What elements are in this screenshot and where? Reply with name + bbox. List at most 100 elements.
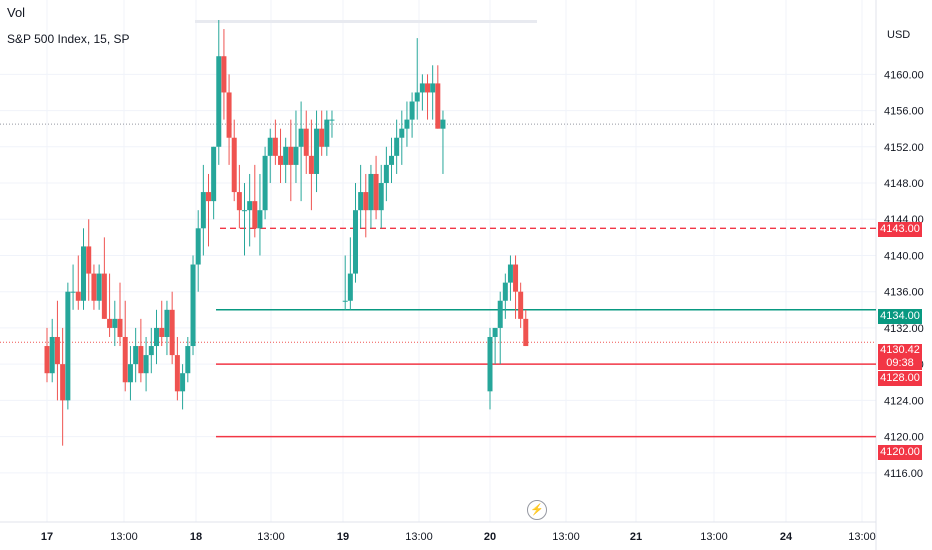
candle-body xyxy=(44,346,50,374)
x-tick-label: 20 xyxy=(484,531,496,543)
candle-body xyxy=(342,300,348,302)
candle-body xyxy=(190,264,196,347)
last-price-box: 4130.42 09:38 xyxy=(878,344,922,370)
candle-body xyxy=(242,210,248,212)
level-label-4128: 4128.00 xyxy=(878,371,922,386)
candle-body xyxy=(122,336,128,383)
candle-body xyxy=(383,164,389,184)
candle-body xyxy=(298,128,304,147)
candle-body xyxy=(112,318,118,328)
candle-body xyxy=(518,291,524,319)
y-tick-label: 4160.00 xyxy=(884,69,924,81)
y-tick-label: 4132.00 xyxy=(884,323,924,335)
candle-body xyxy=(394,137,400,156)
candle-body xyxy=(324,119,330,147)
candle-body xyxy=(231,137,237,193)
candle-body xyxy=(221,56,227,93)
candle-body xyxy=(497,300,503,328)
candle-body xyxy=(65,291,71,401)
x-tick-label: 24 xyxy=(780,531,793,543)
candle-body xyxy=(419,83,425,93)
candle-body xyxy=(487,336,493,392)
symbol-label: S&P 500 Index, 15, SP xyxy=(7,32,130,46)
candle-body xyxy=(49,336,55,374)
candle-body xyxy=(247,201,253,211)
candle-body xyxy=(127,364,133,383)
candle-body xyxy=(195,228,201,265)
candle-body xyxy=(314,128,320,174)
candle-body xyxy=(283,146,289,165)
candle-body xyxy=(81,246,87,301)
x-tick-label: 13:00 xyxy=(257,531,285,543)
y-tick-label: 4156.00 xyxy=(884,106,924,118)
candle-body xyxy=(216,56,222,147)
candle-body xyxy=(440,119,446,129)
candle-body xyxy=(288,146,294,165)
candle-body xyxy=(358,192,364,211)
candle-body xyxy=(278,155,284,165)
y-tick-label: 4148.00 xyxy=(884,178,924,190)
x-tick-label: 13:00 xyxy=(700,531,728,543)
candle-body xyxy=(86,246,92,274)
candle-body xyxy=(502,282,508,301)
candle-body xyxy=(368,173,374,211)
candle-body xyxy=(425,83,431,93)
x-tick-label: 13:00 xyxy=(848,531,876,543)
candle-body xyxy=(272,137,278,156)
candle-body xyxy=(347,273,353,301)
candle-body xyxy=(319,128,325,147)
x-tick-label: 13:00 xyxy=(552,531,580,543)
last-price: 4130.42 xyxy=(880,344,920,356)
candle-body xyxy=(293,146,299,165)
candle-body xyxy=(60,364,66,401)
candle-body xyxy=(262,155,268,211)
candle-body xyxy=(148,346,154,356)
candle-body xyxy=(107,318,113,328)
candle-body xyxy=(101,273,107,319)
x-tick-label: 17 xyxy=(41,531,53,543)
candle-body xyxy=(352,210,358,274)
candle-body xyxy=(117,318,123,337)
candle-body xyxy=(329,119,335,121)
candle-body xyxy=(373,173,379,211)
level-label-4120: 4120.00 xyxy=(878,445,922,460)
candle-body xyxy=(138,346,144,374)
y-tick-label: 4116.00 xyxy=(884,468,923,480)
volume-label: Vol xyxy=(7,5,26,20)
candle-body xyxy=(185,346,191,374)
candle-body xyxy=(399,128,405,138)
candle-body xyxy=(523,318,529,347)
candle-body xyxy=(159,327,165,337)
y-tick-label: 4120.00 xyxy=(884,432,924,444)
candle-body xyxy=(267,137,273,156)
candle-body xyxy=(252,201,258,229)
candle-body xyxy=(205,192,211,202)
candle-body xyxy=(303,128,309,156)
candle-body xyxy=(174,355,180,392)
candle-body xyxy=(96,273,102,301)
candle-body xyxy=(414,92,420,102)
y-tick-label: 4152.00 xyxy=(884,142,924,154)
candle-body xyxy=(211,146,217,202)
x-tick-label: 21 xyxy=(630,531,642,543)
candle-body xyxy=(409,101,415,120)
x-tick-label: 18 xyxy=(190,531,202,543)
y-tick-label: 4136.00 xyxy=(884,287,924,299)
level-label-4143: 4143.00 xyxy=(878,222,922,237)
candle-body xyxy=(492,327,498,337)
candle-body xyxy=(435,83,441,129)
lightning-icon[interactable]: ⚡ xyxy=(527,500,547,520)
candle-body xyxy=(169,309,175,356)
candle-body xyxy=(363,192,369,211)
candle-body xyxy=(133,346,139,365)
candle-body xyxy=(143,355,149,374)
candle-body xyxy=(389,155,395,165)
candle-body xyxy=(91,273,97,301)
candle-body xyxy=(70,291,76,293)
candle-body xyxy=(257,210,263,229)
candle-body xyxy=(54,336,60,365)
candle-body xyxy=(180,373,186,392)
candle-body xyxy=(308,155,314,174)
volume-strip xyxy=(195,20,537,23)
